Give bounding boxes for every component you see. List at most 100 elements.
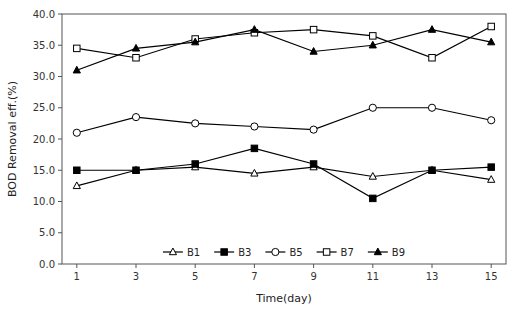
point xyxy=(73,66,80,73)
point xyxy=(488,164,494,170)
series xyxy=(74,145,495,201)
x-tick xyxy=(432,264,433,268)
point xyxy=(428,26,435,33)
y-tick-label: 5.0 xyxy=(39,227,55,238)
point xyxy=(132,114,139,121)
series-line xyxy=(77,27,491,58)
y-tick xyxy=(58,139,62,140)
point xyxy=(251,26,258,33)
point xyxy=(488,117,495,124)
point xyxy=(192,161,198,167)
x-tick-label: 13 xyxy=(426,271,439,282)
y-tick-label: 0.0 xyxy=(39,259,55,270)
y-tick xyxy=(58,76,62,77)
chart: 0.05.010.015.020.025.030.035.040.0135791… xyxy=(0,0,520,312)
x-tick xyxy=(372,264,373,268)
point xyxy=(74,167,80,173)
y-tick-label: 25.0 xyxy=(33,102,55,113)
x-tick-label: 3 xyxy=(133,271,139,282)
point xyxy=(488,38,495,45)
series-line xyxy=(77,167,491,186)
legend-label: B9 xyxy=(392,247,405,258)
x-tick xyxy=(76,264,77,268)
y-tick-label: 30.0 xyxy=(33,71,55,82)
point xyxy=(251,145,257,151)
y-tick-label: 15.0 xyxy=(33,165,55,176)
x-tick-label: 9 xyxy=(310,271,316,282)
point xyxy=(369,104,376,111)
y-tick xyxy=(58,107,62,108)
x-tick xyxy=(254,264,255,268)
y-tick xyxy=(58,232,62,233)
x-tick-label: 11 xyxy=(366,271,379,282)
x-tick-label: 7 xyxy=(251,271,257,282)
legend-marker xyxy=(169,248,176,255)
point xyxy=(133,55,139,61)
point xyxy=(73,129,80,136)
y-axis-label: BOD Removal eff.(%) xyxy=(6,81,19,197)
legend-label: B5 xyxy=(289,247,302,258)
y-tick xyxy=(58,45,62,46)
point xyxy=(310,48,317,55)
legend-item: B5 xyxy=(265,247,302,258)
legend-label: B1 xyxy=(187,247,200,258)
point xyxy=(251,169,258,176)
y-tick-label: 40.0 xyxy=(33,9,55,20)
point xyxy=(369,173,376,180)
point xyxy=(192,38,199,45)
y-tick-label: 10.0 xyxy=(33,196,55,207)
point xyxy=(310,161,316,167)
series-line xyxy=(77,30,491,71)
point xyxy=(192,120,199,127)
series xyxy=(74,23,495,61)
y-tick xyxy=(58,201,62,202)
series-line xyxy=(77,108,491,133)
y-tick-label: 35.0 xyxy=(33,40,55,51)
point xyxy=(310,126,317,133)
point xyxy=(73,182,80,189)
point xyxy=(74,45,80,51)
x-tick-label: 15 xyxy=(485,271,498,282)
series xyxy=(73,26,495,73)
point xyxy=(369,41,376,48)
point xyxy=(428,166,435,173)
point xyxy=(429,167,435,173)
point xyxy=(488,23,494,29)
y-tick xyxy=(58,264,62,265)
x-tick xyxy=(491,264,492,268)
x-tick xyxy=(313,264,314,268)
x-tick-label: 5 xyxy=(192,271,198,282)
legend-marker xyxy=(323,249,329,255)
x-tick xyxy=(195,264,196,268)
y-tick-label: 20.0 xyxy=(33,134,55,145)
x-tick-label: 1 xyxy=(74,271,80,282)
legend-item: B1 xyxy=(163,247,200,258)
legend-item: B3 xyxy=(214,247,251,258)
point xyxy=(133,167,139,173)
series-line xyxy=(77,148,491,198)
point xyxy=(132,166,139,173)
legend-label: B3 xyxy=(238,247,251,258)
point xyxy=(429,55,435,61)
plot-frame xyxy=(62,14,506,264)
series xyxy=(73,163,495,188)
legend: B1 B3 B5 B7 B9 xyxy=(163,247,405,258)
point xyxy=(370,195,376,201)
legend-marker xyxy=(221,249,227,255)
legend-marker xyxy=(374,248,381,255)
legend-item: B7 xyxy=(317,247,354,258)
legend-label: B7 xyxy=(341,247,354,258)
axes: 0.05.010.015.020.025.030.035.040.0135791… xyxy=(33,9,506,283)
legend-item: B9 xyxy=(368,247,405,258)
point xyxy=(310,26,316,32)
point xyxy=(132,44,139,51)
y-tick xyxy=(58,14,62,15)
legend-marker xyxy=(272,248,279,255)
point xyxy=(488,176,495,183)
data-area xyxy=(73,23,495,201)
y-tick xyxy=(58,170,62,171)
x-tick xyxy=(136,264,137,268)
point xyxy=(251,123,258,130)
x-axis-label: Time(day) xyxy=(255,292,312,305)
point xyxy=(370,33,376,39)
